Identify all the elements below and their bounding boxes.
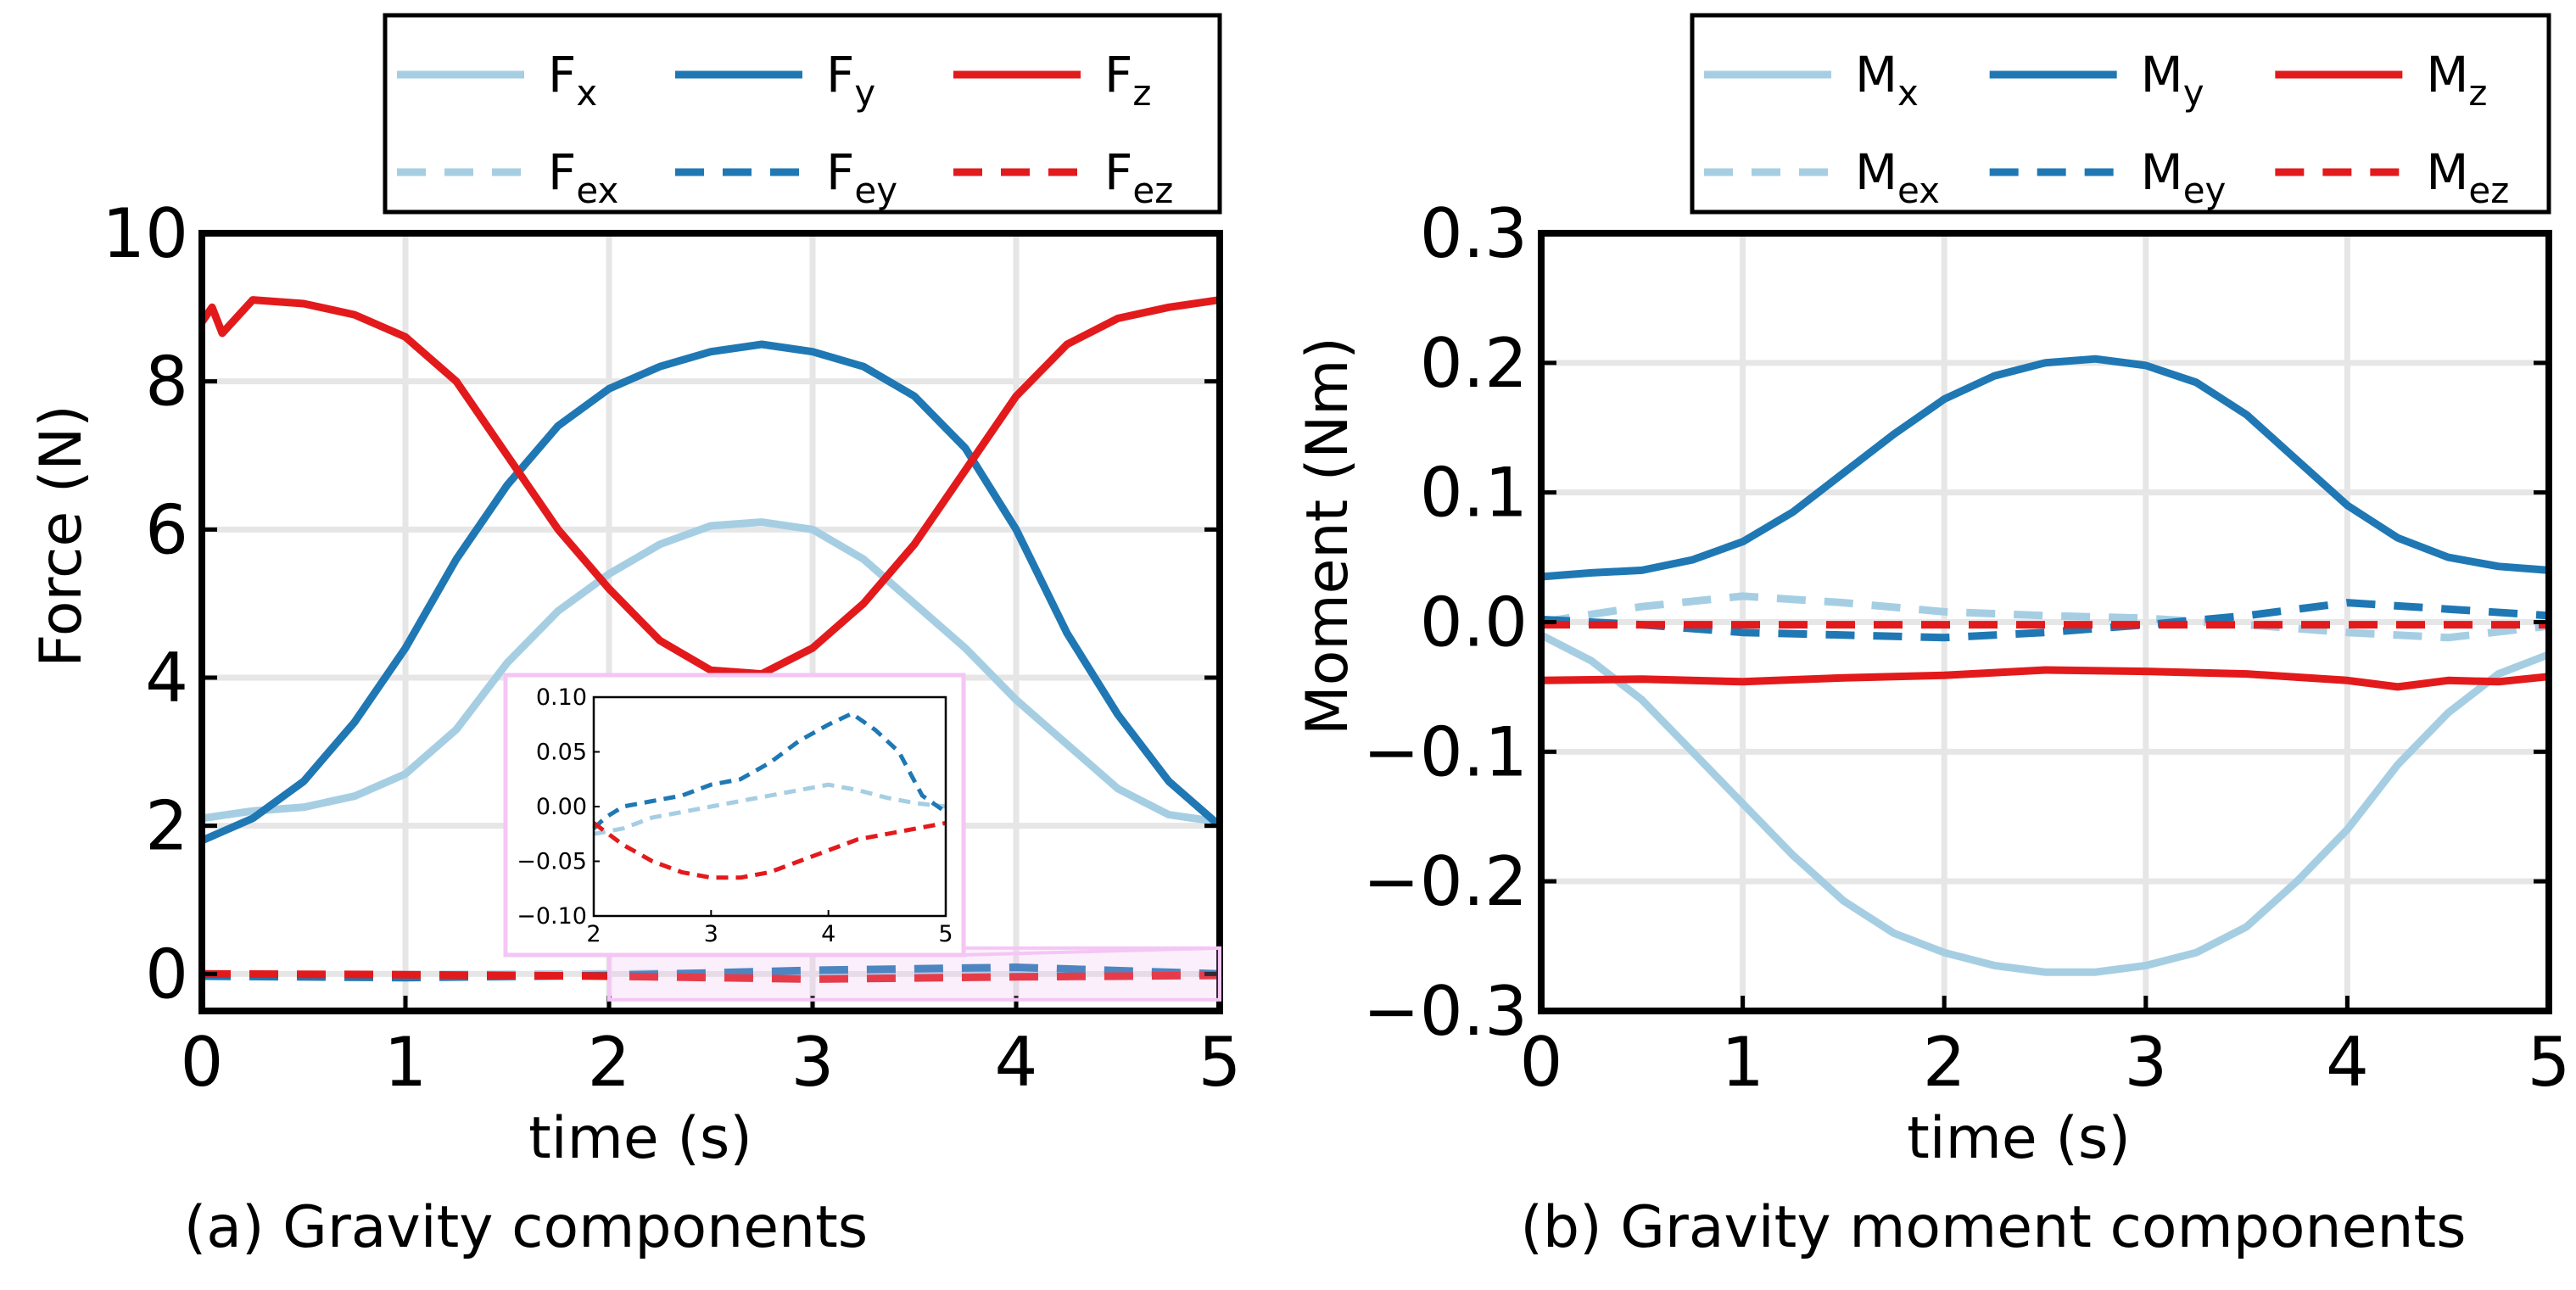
inset-y-tick-label: 0.05 <box>536 740 587 766</box>
legend-label-my: My <box>2141 46 2204 114</box>
x-tick-label: 4 <box>995 1023 1038 1102</box>
zoom-connector <box>963 946 1221 957</box>
inset-x-tick-label: 4 <box>821 921 835 947</box>
legend-label-fy: Fy <box>826 46 875 114</box>
inset-series-fez <box>592 820 947 880</box>
x-tick-label: 3 <box>791 1023 835 1102</box>
inset-x-tick-label: 5 <box>938 921 953 947</box>
legend-label-mz: Mz <box>2426 46 2487 114</box>
legend-label-mez: Mez <box>2426 143 2509 211</box>
y-tick-label: 4 <box>145 639 188 718</box>
y-tick-label: 0.3 <box>1420 194 1528 273</box>
x-tick-label: 1 <box>1721 1023 1764 1102</box>
plot-frame-a <box>198 230 1223 1014</box>
series-line-mex <box>1540 592 2550 642</box>
inset-y-tick-label: 0.00 <box>536 794 587 820</box>
legend-label-fx: Fx <box>548 46 597 114</box>
y-tick-label: −0.1 <box>1363 712 1528 791</box>
legend-a: Fx Fy Fz Fex Fey Fez <box>383 13 1222 215</box>
xlabel-b: time (s) <box>1907 1105 2131 1172</box>
x-tick-label: 5 <box>2528 1023 2571 1102</box>
legend-label-fex: Fex <box>548 143 618 211</box>
legend-label-mey: Mey <box>2141 143 2227 211</box>
series-group-b <box>1539 355 2551 976</box>
y-tick-label: 0.1 <box>1420 454 1528 533</box>
x-tick-label: 2 <box>1923 1023 1966 1102</box>
y-tick-label: 0 <box>145 935 188 1014</box>
inset-background <box>503 673 966 958</box>
series-line-mx <box>1539 631 2551 976</box>
y-tick-label: −0.2 <box>1363 842 1528 921</box>
inset-series-fex <box>593 782 947 836</box>
caption-a: (a) Gravity components <box>184 1194 868 1261</box>
x-tick-label: 0 <box>181 1023 224 1102</box>
inset-y-tick-label: −0.10 <box>517 903 587 930</box>
inset-y-tick-label: −0.05 <box>517 849 587 875</box>
panel-a-force: (a) Gravity components time (s) Force (N… <box>28 13 1242 1261</box>
series-line-fez <box>201 969 1221 983</box>
legend-box <box>383 13 1222 215</box>
panel-b-moment: (b) Gravity moment components time (s) M… <box>1294 13 2571 1261</box>
legend-b: Mx My Mz Mex Mey Mez <box>1690 13 2551 215</box>
series-line-fx <box>201 518 1221 826</box>
series-line-mey <box>1540 599 2550 642</box>
x-tick-label: 1 <box>384 1023 427 1102</box>
inset-x-tick-label: 2 <box>586 921 601 947</box>
series-line-mz <box>1540 666 2550 691</box>
inset-y-tick-label: 0.10 <box>536 684 587 711</box>
x-tick-label: 2 <box>588 1023 631 1102</box>
y-tick-label: 0.2 <box>1420 324 1528 403</box>
legend-label-mex: Mex <box>1855 143 1940 211</box>
x-tick-label: 4 <box>2326 1023 2369 1102</box>
legend-box <box>1690 13 2551 215</box>
legend-label-fz: Fz <box>1104 46 1151 114</box>
y-tick-label: 0.0 <box>1420 584 1528 662</box>
series-line-my <box>1540 355 2550 581</box>
ylabel-b: Moment (Nm) <box>1294 337 1361 735</box>
y-tick-label: 10 <box>102 194 188 273</box>
legend-label-fez: Fez <box>1104 143 1173 211</box>
x-tick-label: 5 <box>1199 1023 1242 1102</box>
inset-a: 2 3 4 5 −0.10 −0.05 0.00 0.05 0.10 <box>503 673 1221 1002</box>
ylabel-a: Force (N) <box>28 405 95 667</box>
caption-b: (b) Gravity moment components <box>1520 1194 2466 1261</box>
series-group-a <box>198 296 1222 983</box>
x-tick-label: 0 <box>1520 1023 1563 1102</box>
y-tick-label: 8 <box>145 343 188 422</box>
inset-series-fey <box>592 711 947 830</box>
y-tick-label: −0.3 <box>1363 972 1528 1051</box>
inset-x-tick-label: 3 <box>704 921 718 947</box>
x-tick-label: 3 <box>2124 1023 2167 1102</box>
y-tick-label: 6 <box>145 490 188 569</box>
legend-label-fey: Fey <box>826 143 897 211</box>
xlabel-a: time (s) <box>528 1105 752 1172</box>
y-tick-label: 2 <box>145 787 188 866</box>
series-line-fy <box>200 340 1222 845</box>
series-line-fz <box>198 296 1221 679</box>
legend-label-mx: Mx <box>1855 46 1919 114</box>
